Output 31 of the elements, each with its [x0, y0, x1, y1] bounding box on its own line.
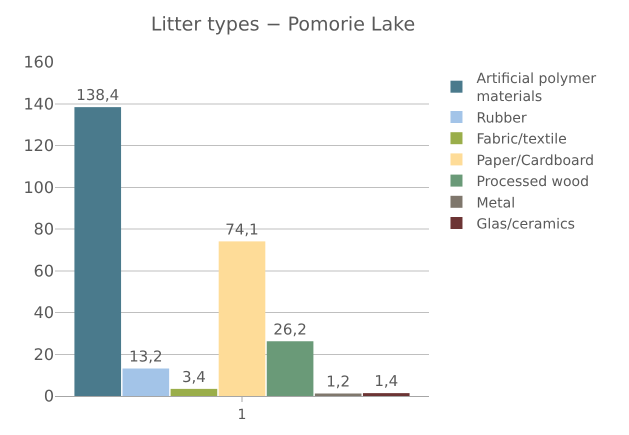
data-label: 3,4 — [182, 368, 206, 386]
data-label: 1,4 — [374, 372, 398, 390]
y-tick-label: 80 — [34, 220, 54, 239]
legend-label: Glas/ceramics — [476, 216, 575, 232]
legend-label: Rubber — [476, 110, 527, 126]
bar — [266, 341, 314, 396]
bar — [122, 368, 170, 396]
data-label: 26,2 — [273, 320, 307, 338]
y-tick-label: 120 — [23, 136, 54, 156]
bar — [74, 107, 122, 396]
legend-label: Fabric/textile — [476, 132, 567, 148]
data-label: 138,4 — [76, 86, 120, 104]
bar — [170, 388, 218, 396]
y-tick-label: 140 — [23, 94, 54, 114]
data-label: 74,1 — [225, 220, 259, 238]
legend-label: Artificial polymer materials — [476, 71, 596, 106]
legend-label: Processed wood — [476, 174, 590, 190]
y-tick-label: 0 — [44, 386, 54, 406]
legend-label: Metal — [476, 195, 516, 212]
y-tick-label: 160 — [23, 52, 54, 72]
x-tick-label: 1 — [238, 406, 246, 423]
data-label: 13,2 — [129, 347, 163, 366]
data-label: 1,2 — [326, 372, 350, 390]
legend-label: Paper/Cardboard — [476, 152, 594, 169]
bar — [218, 241, 266, 396]
bar — [362, 393, 410, 396]
y-tick-label: 40 — [34, 303, 54, 322]
y-tick-label: 20 — [34, 344, 54, 364]
y-tick-label: 60 — [34, 261, 54, 280]
chart-title: Litter types − Pomorie Lake — [150, 14, 416, 36]
y-tick-label: 100 — [23, 178, 54, 197]
